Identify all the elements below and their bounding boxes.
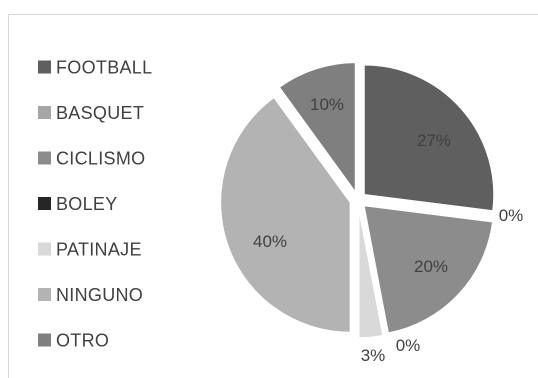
pie-slice-patinaje bbox=[358, 207, 384, 339]
legend-swatch-football bbox=[38, 60, 51, 74]
data-label-football: 27% bbox=[417, 131, 451, 150]
legend-label-ninguno: NINGUNO bbox=[56, 285, 143, 305]
legend-label-patinaje: PATINAJE bbox=[56, 240, 142, 260]
legend-swatch-ciclismo bbox=[38, 151, 51, 165]
legend-swatch-otro bbox=[38, 333, 51, 347]
frame-left-border bbox=[8, 14, 9, 378]
data-label-ciclismo: 20% bbox=[414, 257, 448, 276]
pie-slices bbox=[219, 61, 495, 339]
legend-swatch-patinaje bbox=[38, 242, 51, 256]
data-labels: 27% 0% 20% 0% 3% 40% 10% bbox=[253, 95, 523, 365]
legend-label-football: FOOTBALL bbox=[56, 58, 152, 78]
data-label-patinaje: 3% bbox=[361, 346, 386, 365]
legend-label-otro: OTRO bbox=[56, 331, 109, 351]
data-label-boley: 0% bbox=[396, 336, 421, 355]
pie-slice-ciclismo bbox=[362, 204, 494, 335]
legend-label-basquet: BASQUET bbox=[56, 103, 144, 123]
legend-label-ciclismo: CICLISMO bbox=[56, 149, 145, 169]
pie-slice-otro bbox=[278, 61, 357, 195]
legend-swatch-ninguno bbox=[38, 288, 51, 301]
legend: FOOTBALL BASQUET CICLISMO BOLEY PATINAJE NING… bbox=[38, 58, 152, 351]
data-label-ninguno: 40% bbox=[253, 232, 287, 251]
pie-slice-ninguno bbox=[219, 96, 352, 334]
data-label-basquet: 0% bbox=[499, 206, 524, 225]
data-label-otro: 10% bbox=[310, 95, 344, 114]
frame-top-border bbox=[8, 14, 538, 15]
legend-label-boley: BOLEY bbox=[56, 194, 118, 214]
pie-slice-football bbox=[363, 63, 495, 212]
legend-swatch-boley bbox=[38, 197, 51, 210]
legend-swatch-basquet bbox=[38, 106, 51, 119]
